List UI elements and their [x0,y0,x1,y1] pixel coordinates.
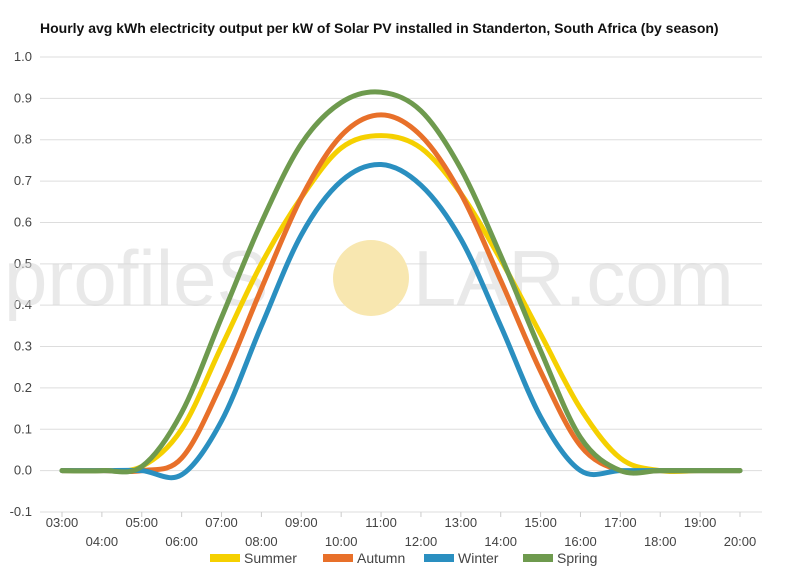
x-tick-label: 18:00 [644,534,677,549]
y-tick-label: 0.1 [14,421,32,436]
watermark-sun [333,240,409,316]
x-tick-label: 19:00 [684,515,717,530]
x-tick-label: 20:00 [724,534,757,549]
watermark-text-right: LAR.com [413,234,734,322]
y-tick-label: 1.0 [14,49,32,64]
x-tick-label: 08:00 [245,534,278,549]
legend-label-spring: Spring [557,550,597,566]
x-tick-label: 15:00 [524,515,557,530]
legend-swatch-autumn [323,554,353,562]
legend-label-winter: Winter [458,550,499,566]
watermark-text-left: profileS [4,234,268,322]
y-tick-label: 0.8 [14,132,32,147]
x-tick-label: 10:00 [325,534,358,549]
x-tick-label: 03:00 [46,515,79,530]
chart-title: Hourly avg kWh electricity output per kW… [40,20,719,36]
y-tick-label: 0.0 [14,463,32,478]
y-tick-label: 0.9 [14,90,32,105]
legend-label-summer: Summer [244,550,297,566]
y-tick-label: -0.1 [10,504,32,519]
series-line-spring [59,89,743,476]
legend-label-autumn: Autumn [357,550,405,566]
x-axis-tick-labels: 03:00 04:00 05:00 06:00 07:00 08:00 09:00 10:00… [46,515,757,549]
x-tick-label: 16:00 [564,534,597,549]
y-tick-label: 0.4 [14,297,32,312]
x-tick-label: 09:00 [285,515,318,530]
x-tick-label: 12:00 [405,534,438,549]
y-tick-label: 0.5 [14,256,32,271]
x-tick-label: 05:00 [125,515,158,530]
y-tick-label: 0.6 [14,214,32,229]
legend-swatch-spring [523,554,553,562]
y-tick-label: 0.2 [14,380,32,395]
y-tick-label: 0.3 [14,339,32,354]
x-tick-label: 04:00 [86,534,119,549]
y-tick-label: 0.7 [14,173,32,188]
x-tick-label: 14:00 [484,534,517,549]
x-tick-label: 17:00 [604,515,637,530]
series-lines [59,89,743,481]
legend-swatch-summer [210,554,240,562]
y-axis-tick-labels: -0.1 0.0 0.1 0.2 0.3 0.4 0.5 0.6 0.7 0.8 0.9 1.0 [10,49,32,519]
x-tick-label: 07:00 [205,515,238,530]
x-tick-label: 11:00 [365,515,397,530]
x-tick-label: 13:00 [445,515,478,530]
series-line-summer [59,133,743,475]
legend-swatch-winter [424,554,454,562]
watermark: profileS LAR.com [4,234,734,322]
legend: Summer Autumn Winter Spring [210,550,597,566]
x-tick-label: 06:00 [165,534,198,549]
